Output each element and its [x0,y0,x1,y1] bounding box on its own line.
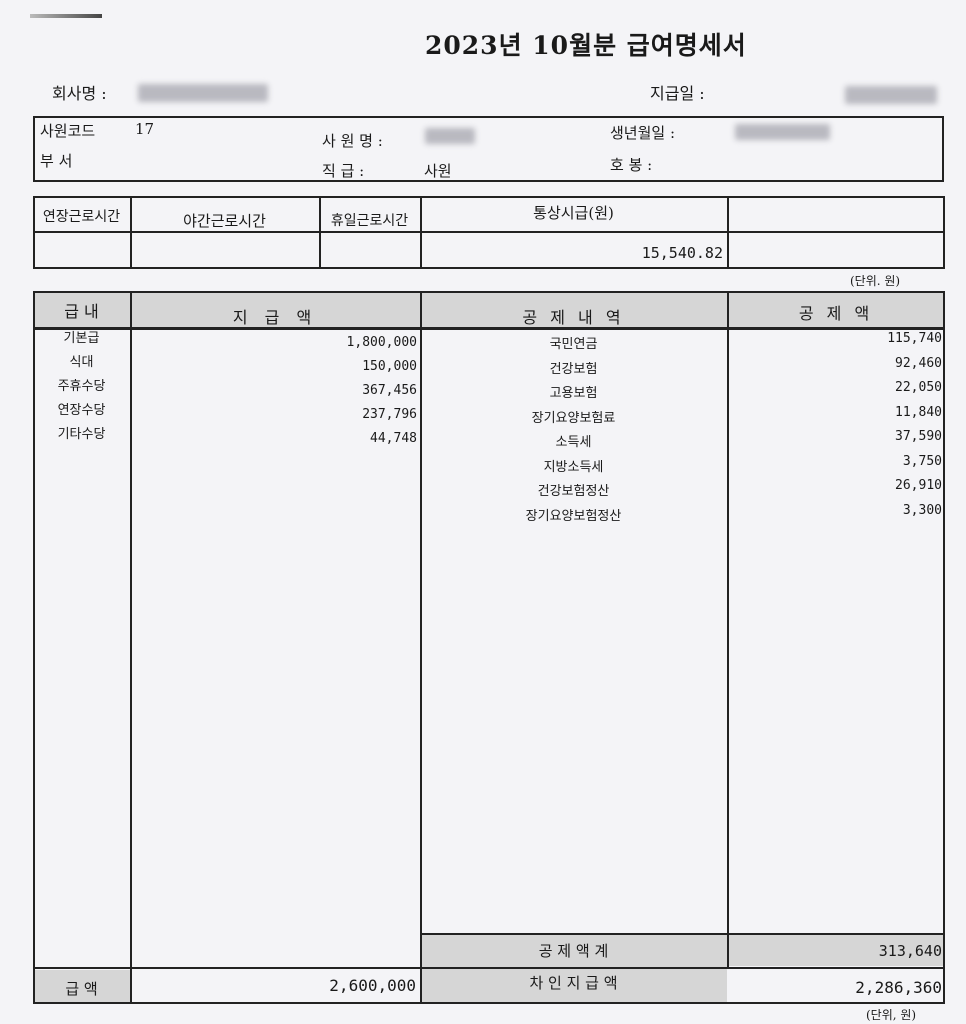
deduction-item-amount: 3,300 [902,502,942,518]
pay-item-amount: 150,000 [362,359,417,374]
deduction-item-amount: 26,910 [895,478,942,493]
deduction-item-label: 고용보험 [549,386,598,401]
hourly-wage-header: 통상시급(원) [533,204,614,222]
net-pay-value: 2,286,360 [855,978,942,997]
pay-date-redacted [845,86,937,104]
pay-item-label: 식대 [69,355,94,370]
deduction-item-label: 국민연금 [549,337,598,352]
employee-code: 17 [135,120,155,138]
deduction-item-label: 지방소득세 [543,459,604,475]
gross-value: 2,600,000 [329,976,416,995]
rank-label: 직 급 : [322,162,365,180]
company-name-redacted [138,84,268,102]
pay-table [33,291,945,1004]
pay-item-amount: 237,796 [362,407,417,422]
document-title: 2023년 10월분 급여명세서 [425,31,747,60]
deduction-item-amount: 11,840 [895,404,942,420]
employee-info-box [33,116,944,182]
birth-redacted [735,124,830,140]
hourly-wage-value: 15,540.82 [641,244,723,262]
overtime-hours-header: 연장근로시간 [42,209,121,225]
deduction-item-amount: 37,590 [895,429,942,444]
night-hours-header: 야간근로시간 [183,212,266,230]
deduction-item-amount: 22,050 [895,380,942,395]
pay-item-label: 기본급 [63,331,100,346]
header-pay-items: 급 내 [64,302,99,321]
company-label: 회사명 : [52,84,107,103]
dept-label: 부 서 [40,152,73,170]
deduction-total-label: 공 제 액 계 [538,942,609,960]
employee-name-label: 사 원 명 : [322,132,383,150]
deduction-item-label: 장기요양보험정산 [525,508,622,524]
pay-date-label: 지급일 : [650,84,705,103]
deduction-item-label: 건강보험 [549,361,598,377]
step-label: 호 봉 : [610,156,653,174]
deduction-item-amount: 3,750 [902,453,942,469]
deduction-item-label: 장기요양보험료 [531,410,616,426]
employee-name-redacted [425,128,475,144]
pay-item-label: 연장수당 [57,403,106,418]
employee-code-label: 사원코드 [40,122,96,140]
header-pay-amount: 지 급 액 [232,308,318,327]
gross-label: 급 액 [65,980,98,998]
deduction-total-value: 313,640 [878,942,942,960]
footer-unit-label: (단위, 원) [866,1008,917,1022]
holiday-hours-header: 휴일근로시간 [330,213,409,229]
deduction-item-label: 소득세 [555,435,592,450]
deduction-item-amount: 115,740 [887,331,942,346]
hours-table [33,196,945,269]
pay-item-amount: 1,800,000 [346,335,417,350]
deduction-item-amount: 92,460 [895,355,942,371]
rank-value: 사원 [424,162,452,180]
pay-item-label: 기타수당 [57,427,106,442]
deduction-item-label: 건강보험정산 [537,484,610,499]
unit-label: (단위. 원) [850,274,901,288]
header-deduction-amount: 공 제 액 [798,304,874,323]
pay-item-amount: 367,456 [362,383,417,398]
scribble-mark [30,14,102,18]
header-deduction-items: 공 제 내 역 [522,308,625,327]
birth-label: 생년월일 : [610,124,676,142]
net-pay-label: 차 인 지 급 액 [529,974,618,992]
pay-item-label: 주휴수당 [57,379,106,394]
pay-item-amount: 44,748 [370,431,417,446]
